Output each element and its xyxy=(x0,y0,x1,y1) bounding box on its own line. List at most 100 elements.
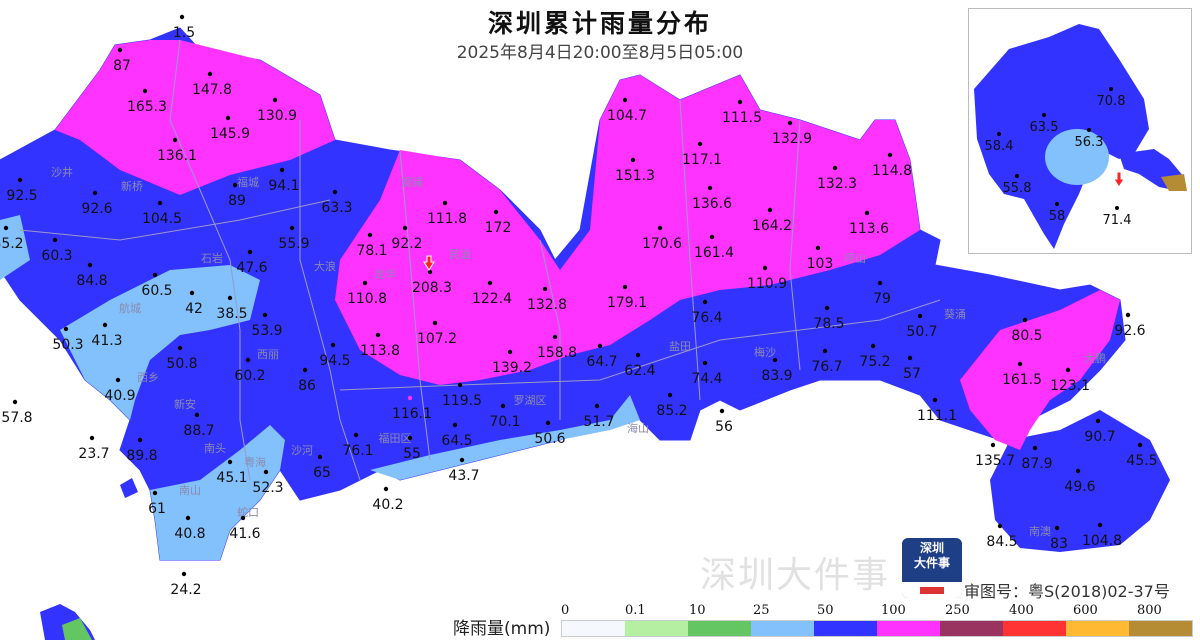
brand-badge: 深圳 大件事 xyxy=(902,538,962,598)
station-value: 55.9 xyxy=(278,236,309,252)
station-value: 113.6 xyxy=(849,221,889,237)
station-dot xyxy=(990,442,996,448)
station-dot xyxy=(702,299,708,305)
station-dot xyxy=(240,515,246,521)
station-value: 76.4 xyxy=(691,310,722,326)
station-value: 24.2 xyxy=(170,582,201,598)
station-dot xyxy=(142,88,148,94)
legend-tick: 0.1 xyxy=(625,603,646,618)
station-dot xyxy=(877,280,883,286)
station-dot xyxy=(232,182,238,188)
station-dot xyxy=(1017,361,1023,367)
station-value: 87 xyxy=(113,58,131,74)
district-label: 新安 xyxy=(174,397,196,411)
station-value: 1.5 xyxy=(173,25,195,41)
district-label: 葵涌 xyxy=(944,308,966,321)
station-value: 92.6 xyxy=(81,201,112,217)
station-dot xyxy=(177,345,183,351)
station-dot xyxy=(907,355,913,361)
station-value: 161.5 xyxy=(1002,372,1042,388)
station-value: 172 xyxy=(485,220,512,236)
district-label: 沙井 xyxy=(51,165,73,179)
station-dot xyxy=(767,207,773,213)
station-dot xyxy=(179,14,185,20)
station-dot xyxy=(157,200,163,206)
legend-tick: 50 xyxy=(817,603,834,618)
district-label: 粤海 xyxy=(244,455,266,469)
station-dot xyxy=(887,152,893,158)
station-dot xyxy=(1065,367,1071,373)
inset-coast-brown xyxy=(1161,174,1187,191)
station-dot xyxy=(824,305,830,311)
station-value: 50.7 xyxy=(906,324,937,340)
station-dot xyxy=(194,412,200,418)
land-base xyxy=(0,27,1170,640)
region-100-250mm-central xyxy=(335,75,920,385)
station-value: 64.7 xyxy=(586,354,617,370)
legend-swatch xyxy=(1129,621,1192,636)
station-value: 113.8 xyxy=(360,343,400,359)
station-dot xyxy=(432,320,438,326)
inset-station-value: 56.3 xyxy=(1075,135,1104,150)
station-value: 92.6 xyxy=(1114,323,1145,339)
station-value: 208.3 xyxy=(412,280,452,296)
station-value: 23.7 xyxy=(78,446,109,462)
region-100-250mm-east xyxy=(960,290,1120,450)
station-value: 161.4 xyxy=(694,245,734,261)
station-value: 111.8 xyxy=(427,211,467,227)
district-label: 罗湖区 xyxy=(514,394,547,407)
station-value: 41.3 xyxy=(91,333,122,349)
inset-station-value: 58.4 xyxy=(985,139,1014,154)
station-dot xyxy=(762,265,768,271)
station-dot xyxy=(353,432,359,438)
island-green xyxy=(62,618,92,640)
district-label: 航城 xyxy=(119,301,141,315)
station-dot xyxy=(1137,442,1143,448)
station-value: 83.9 xyxy=(761,368,792,384)
inset-station-value: 58 xyxy=(1049,209,1066,224)
station-value: 60.5 xyxy=(141,283,172,299)
region-25-50mm-futian-coast xyxy=(370,395,640,480)
map-subtitle: 2025年8月4日20:00至8月5日05:00 xyxy=(456,43,744,63)
station-value: 92.5 xyxy=(6,188,37,204)
station-value: 136.1 xyxy=(157,148,197,164)
watermark: 深圳大件事 xyxy=(700,555,891,596)
badge-footer xyxy=(902,582,962,598)
station-value: 70.1 xyxy=(489,414,520,430)
district-label: 坪山 xyxy=(844,252,866,265)
station-value: 40.2 xyxy=(372,497,403,513)
station-value: 139.2 xyxy=(492,360,532,376)
station-value: 42 xyxy=(185,301,203,317)
station-dot xyxy=(594,403,600,409)
inset-station-dot xyxy=(997,132,1001,136)
station-dot xyxy=(1075,468,1081,474)
station-value: 63.3 xyxy=(321,200,352,216)
station-value: 151.3 xyxy=(615,168,655,184)
legend-swatch xyxy=(940,621,1003,636)
station-value: 53.9 xyxy=(251,323,282,339)
legend-tick: 600 xyxy=(1073,603,1098,618)
station-dot xyxy=(622,284,628,290)
station-value: 89.8 xyxy=(126,448,157,464)
district-label: 盐田 xyxy=(669,340,691,353)
station-value: 145.9 xyxy=(210,126,250,142)
station-value: 43.7 xyxy=(448,468,479,484)
station-value: 45.1 xyxy=(216,470,247,486)
district-label: 南山 xyxy=(179,484,201,497)
station-dot xyxy=(500,403,506,409)
station-value: 170.6 xyxy=(642,236,682,252)
inset-station-dot xyxy=(1055,202,1059,206)
region-dapeng-south xyxy=(990,410,1170,552)
legend-swatch xyxy=(1003,621,1066,636)
legend-tick: 10 xyxy=(689,603,706,618)
station-dot xyxy=(272,97,278,103)
station-value: 64.5 xyxy=(441,433,472,449)
station-value: 89 xyxy=(228,193,246,209)
station-dot xyxy=(630,157,636,163)
station-value: 65 xyxy=(313,465,331,481)
station-dot xyxy=(181,571,187,577)
district-label: 沙河 xyxy=(291,444,313,457)
station-value: 84.8 xyxy=(76,273,107,289)
station-dot xyxy=(932,397,938,403)
